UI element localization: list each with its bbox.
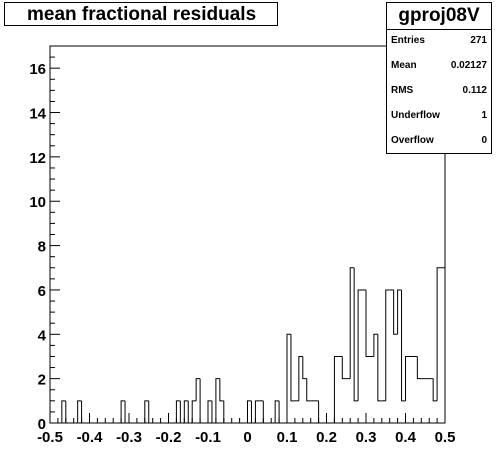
histogram-bin [286,333,291,423]
x-tick-label: -0.3 [116,429,142,446]
histogram-bin [377,334,382,402]
histogram-bin [77,400,82,423]
stats-box: gproj08V Entries 271 Mean 0.02127 RMS 0.… [386,2,492,154]
stats-label: RMS [391,85,414,96]
stats-value: 0.112 [462,85,487,96]
y-tick-label: 10 [29,194,46,211]
y-tick-label: 16 [29,61,46,78]
histogram-name: gproj08V [387,3,491,30]
histogram-bin [405,355,410,401]
histogram-bin [290,334,295,402]
histogram-bin [219,378,224,402]
histogram-bin [195,378,201,401]
y-tick-label: 2 [38,372,46,389]
histogram-bin [175,400,181,423]
title-box: mean fractional residuals [4,2,278,26]
histogram-bin [373,333,378,357]
stats-row-entries: Entries 271 [391,35,487,51]
histogram-bin [81,400,86,424]
histogram-bin [223,400,228,424]
histogram-bin [199,378,205,424]
stats-label: Overflow [391,135,434,146]
x-tick-label: -0.4 [77,429,104,446]
histogram-bin [385,289,390,401]
x-tick-label: 0 [243,429,251,446]
histogram-bin [298,355,303,401]
x-tick-label: -0.2 [156,429,182,446]
stats-label: Mean [391,60,417,71]
histogram-bin [353,267,359,402]
histogram-bin [65,400,70,424]
stats-value: 0.02127 [450,60,487,71]
histogram-bin [416,356,422,380]
histogram-bin [250,400,256,424]
histogram-bin [349,267,355,379]
stats-row-underflow: Underflow 1 [391,110,487,126]
histogram-bin [247,400,252,423]
stats-value: 1 [481,110,487,121]
histogram-bin [432,378,438,402]
histogram-bin [183,400,189,423]
histogram-bin [397,289,402,335]
histogram-bin [341,356,347,380]
stats-row-overflow: Overflow 0 [391,135,487,151]
histogram-bin [187,400,193,424]
x-tick-label: 0.5 [435,429,456,446]
histogram-bin [211,400,216,424]
x-tick-label: 0.1 [277,429,298,446]
histogram-bin [278,400,284,424]
y-tick-label: 6 [38,283,46,300]
histogram-bin [207,400,212,423]
y-tick-label: 12 [29,150,46,167]
y-tick-label: 14 [29,106,46,123]
histogram-bin [254,400,260,423]
y-tick-label: 8 [38,239,46,256]
histogram-bin [262,400,268,424]
histogram-bin [144,400,149,423]
x-tick-label: 0.3 [356,429,377,446]
histogram-bin [179,400,185,424]
histogram-bin [393,289,398,335]
histogram-bin [148,400,153,424]
stats-row-rms: RMS 0.112 [391,85,487,101]
histogram-bin [306,378,311,402]
histogram-bin [436,267,442,401]
histogram-bin [401,289,406,402]
histogram-bin [318,400,323,424]
x-tick-label: -0.5 [37,429,63,446]
x-tick-label: -0.1 [195,429,221,446]
y-tick-label: 4 [38,327,47,344]
y-tick-label: 0 [38,416,46,433]
stats-row-mean: Mean 0.02127 [391,60,487,76]
histogram-bin [124,400,129,424]
chart-title: mean fractional residuals [27,4,257,25]
histogram-bin [120,400,126,423]
stats-label: Underflow [391,110,440,121]
stats-value: 271 [470,35,487,46]
histogram-bin [357,289,363,401]
x-tick-label: 0.2 [316,429,337,446]
stats-label: Entries [391,35,425,46]
histogram-bin [61,400,66,423]
histogram-bin [274,400,280,423]
histogram-bin [302,356,307,380]
histogram-bin [215,378,220,423]
histogram-bin [365,289,370,357]
histogram-bin [333,355,339,423]
histogram-bin [191,400,197,423]
stats-value: 0 [481,135,487,146]
x-tick-label: 0.4 [395,429,417,446]
